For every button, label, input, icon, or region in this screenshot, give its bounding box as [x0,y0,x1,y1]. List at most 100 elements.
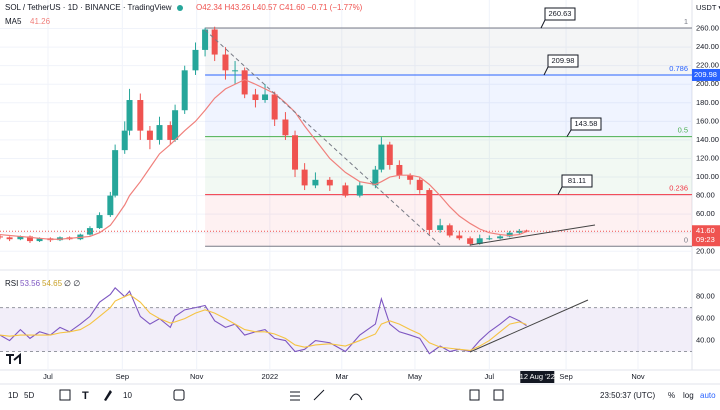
candle-body [378,144,385,170]
rsi-title: RSI [5,279,18,288]
candle-body [121,130,128,151]
candle-body [192,49,199,71]
candle-body [17,236,24,240]
callout-box [547,54,579,68]
size-setting[interactable]: 10 [123,391,132,400]
candle-body [202,29,209,50]
y-tick-label: 180.00 [696,98,719,107]
candle-body [497,236,504,239]
candle-body [167,125,174,140]
tool-icon[interactable] [290,389,363,401]
candle-body [342,185,349,196]
callout-box [544,7,576,21]
rsi-extra: ∅ ∅ [64,279,80,288]
logo [6,352,21,364]
trend-line [469,224,596,246]
candle-body [262,94,269,101]
ohlc: O42.34 H43.26 L40.57 C41.60 −0.71 (−1.77… [196,3,363,12]
candle-body [26,236,33,242]
x-tick-label: Nov [190,372,204,381]
candle-body [156,125,163,140]
candle-body [112,150,119,196]
candle-body [137,100,144,131]
candle-body [456,235,463,239]
range-button[interactable]: 5D [24,391,34,400]
tool-icon[interactable] [173,389,185,401]
candle-body [386,144,393,165]
candle-body [126,100,133,131]
y-tick-label: 80.00 [696,292,715,301]
rsi-ma-value: 54.65 [42,279,63,288]
tool-icon[interactable]: T [82,390,89,402]
fib-zone [205,136,692,195]
symbol: SOL / TetherUS · 1D · BINANCE · TradingV… [5,3,172,12]
auto-toggle[interactable]: auto [700,391,716,400]
candle-body [416,179,423,191]
cursor-tag [520,371,555,383]
callout-pointer [543,66,549,76]
x-tick-label: Sep [116,372,129,381]
y-tick-label: 20.00 [696,246,715,255]
callout-pointer [540,19,546,29]
candle-body [107,195,114,216]
candle-body [326,179,333,186]
tool-icon[interactable] [59,389,71,401]
candle-body [426,190,433,230]
candle-body [312,179,319,186]
y-tick-label: 100.00 [696,172,719,181]
y-tick-label: 220.00 [696,61,719,70]
candle-body [172,110,179,140]
candle-body [252,94,259,101]
candle-body [271,94,278,120]
x-tick-label: Jul [43,372,53,381]
price-tag-label: 209.98 [694,70,717,79]
candle-body [506,232,513,237]
ma-value: 41.26 [30,17,51,26]
candle-body [0,236,3,238]
candle-body [301,169,308,186]
last-price-label: 41.60 [696,226,715,235]
countdown: 09:23 [696,235,715,244]
range-button[interactable]: 1D [8,391,18,400]
fib-level: 0.5 [678,126,688,135]
fib-zone [205,74,692,137]
clock: 23:50:37 (UTC) [600,391,655,400]
plot: 20.0040.0060.0080.00100.00120.00140.0016… [0,0,720,383]
ma-line [0,78,527,240]
candle-body [181,70,188,111]
y-tick-label: 80.00 [696,191,715,200]
y-tick-label: 40.00 [696,336,715,345]
y-tick-label: 60.00 [696,314,715,323]
tool-icon[interactable] [469,389,480,401]
callout-box [561,174,593,188]
fib-zone [205,27,692,75]
rsi-band [0,307,692,352]
candle-body [96,215,103,229]
candle-body [476,238,483,244]
price-tag [692,68,720,81]
tool-icon[interactable] [493,389,504,401]
y-tick-label: 260.00 [696,24,719,33]
candle-body [523,230,530,232]
candle-body [36,238,43,242]
tool-icon[interactable] [104,390,112,401]
x-tick-label: Mar [335,372,348,381]
status-dot [177,5,183,11]
candle-body [241,70,248,95]
callout-pointer [557,186,563,195]
x-tick-label: Nov [631,372,645,381]
candle-body [211,29,218,55]
log-toggle[interactable]: log [683,391,694,400]
callout-pointer [566,129,572,137]
y-tick-label: 60.00 [696,209,715,218]
candle-body [446,225,453,236]
callout-label: 81.11 [568,176,586,185]
y-tick-label: 120.00 [696,153,719,162]
rsi-line [0,293,527,352]
percent-toggle[interactable]: % [668,391,675,400]
ma-label: MA5 [5,17,22,26]
candle-body [467,238,474,244]
candle-body [6,237,13,240]
